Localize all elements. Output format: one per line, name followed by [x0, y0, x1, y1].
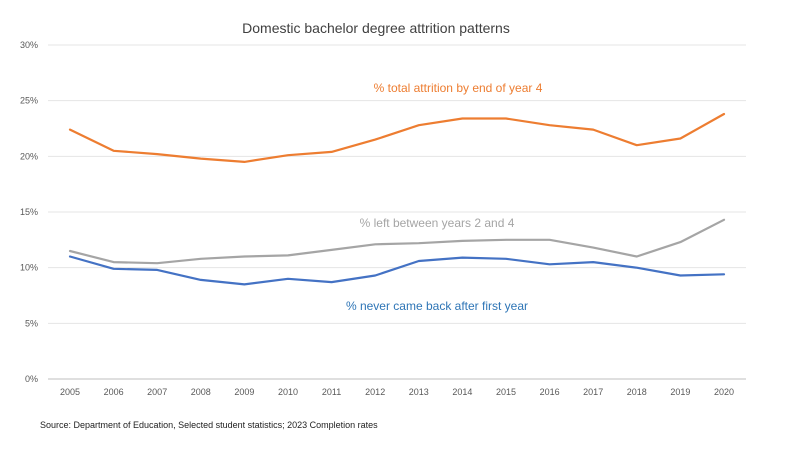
series-label-never-came-back: % never came back after first year	[346, 299, 528, 313]
x-tick-label: 2019	[670, 387, 690, 397]
x-tick-label: 2015	[496, 387, 516, 397]
x-tick-label: 2014	[452, 387, 472, 397]
x-tick-label: 2007	[147, 387, 167, 397]
x-tick-label: 2020	[714, 387, 734, 397]
x-tick-label: 2009	[234, 387, 254, 397]
y-tick-label: 15%	[20, 207, 38, 217]
x-tick-label: 2006	[104, 387, 124, 397]
x-tick-label: 2017	[583, 387, 603, 397]
source-note: Source: Department of Education, Selecte…	[40, 420, 378, 430]
series-line-total-attrition	[68, 112, 726, 163]
x-tick-label: 2008	[191, 387, 211, 397]
x-tick-label: 2005	[60, 387, 80, 397]
chart-title: Domestic bachelor degree attrition patte…	[242, 20, 510, 36]
y-tick-label: 30%	[20, 40, 38, 50]
y-tick-label: 20%	[20, 151, 38, 161]
y-tick-label: 10%	[20, 263, 38, 273]
y-tick-label: 5%	[25, 318, 38, 328]
series-line-never-came-back	[68, 255, 726, 286]
x-tick-label: 2018	[627, 387, 647, 397]
series-label-left-years-2-4: % left between years 2 and 4	[360, 216, 515, 230]
series-line-left-years-2-4	[68, 218, 726, 265]
series-label-total-attrition: % total attrition by end of year 4	[374, 81, 543, 95]
y-tick-label: 0%	[25, 374, 38, 384]
x-tick-label: 2010	[278, 387, 298, 397]
x-tick-label: 2011	[322, 387, 341, 397]
x-tick-label: 2016	[540, 387, 560, 397]
x-tick-label: 2013	[409, 387, 429, 397]
y-tick-label: 25%	[20, 96, 38, 106]
x-tick-label: 2012	[365, 387, 385, 397]
